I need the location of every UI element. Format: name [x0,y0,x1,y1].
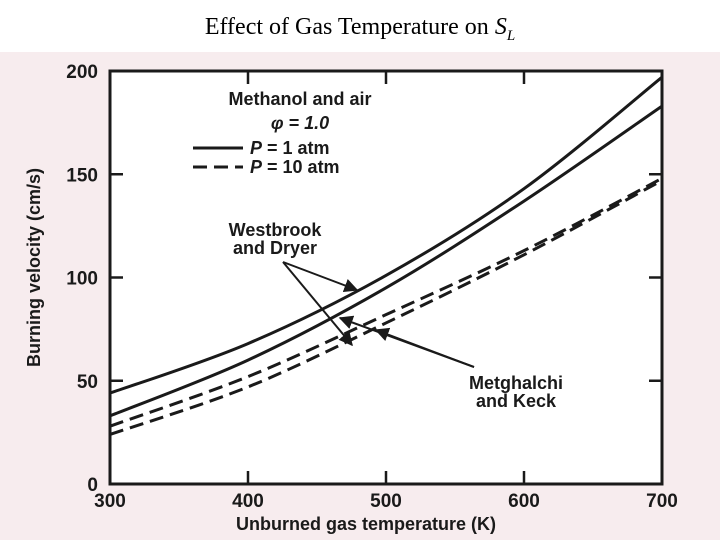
annotation-metghalchi-line2: and Keck [476,391,557,411]
title-subscript: L [506,27,516,44]
y-axis-label: Burning velocity (cm/s) [24,168,44,367]
y-tick-label: 0 [87,475,98,496]
legend-label: P = 1 atm [250,138,330,158]
series-line-1-solid [109,76,663,395]
y-tick-label: 50 [77,372,98,393]
x-tick-label: 400 [232,491,264,512]
series-line-4-dashed [109,179,663,436]
x-tick-label: 500 [370,491,402,512]
x-tick-label: 300 [94,491,126,512]
title-text: Effect of Gas Temperature on [204,14,495,40]
legend-subheading: φ = 1.0 [271,113,329,133]
x-axis-label: Unburned gas temperature (K) [236,514,496,534]
annotation-westbrook-line2: and Dryer [233,238,317,258]
westbrook-arrow-lower [282,261,353,347]
legend-heading: Methanol and air [228,89,371,109]
plot-area [110,71,662,484]
x-tick-label: 700 [646,491,678,512]
title-symbol: S [494,14,507,40]
y-tick-label: 150 [66,165,98,186]
y-tick-label: 200 [66,62,98,83]
annotation-metghalchi-line1: Metghalchi [469,373,563,393]
series-line-3-dashed [109,177,663,428]
westbrook-arrow-upper [282,261,359,293]
metghalchi-arrow-lower [374,327,475,368]
x-tick-label: 600 [508,491,540,512]
y-tick-label: 100 [66,269,98,290]
annotation-westbrook-line1: Westbrook [229,220,323,240]
series-line-2-solid [109,104,663,418]
legend-label: P = 10 atm [250,157,340,177]
slide-title: Effect of Gas Temperature on SL [0,14,720,45]
